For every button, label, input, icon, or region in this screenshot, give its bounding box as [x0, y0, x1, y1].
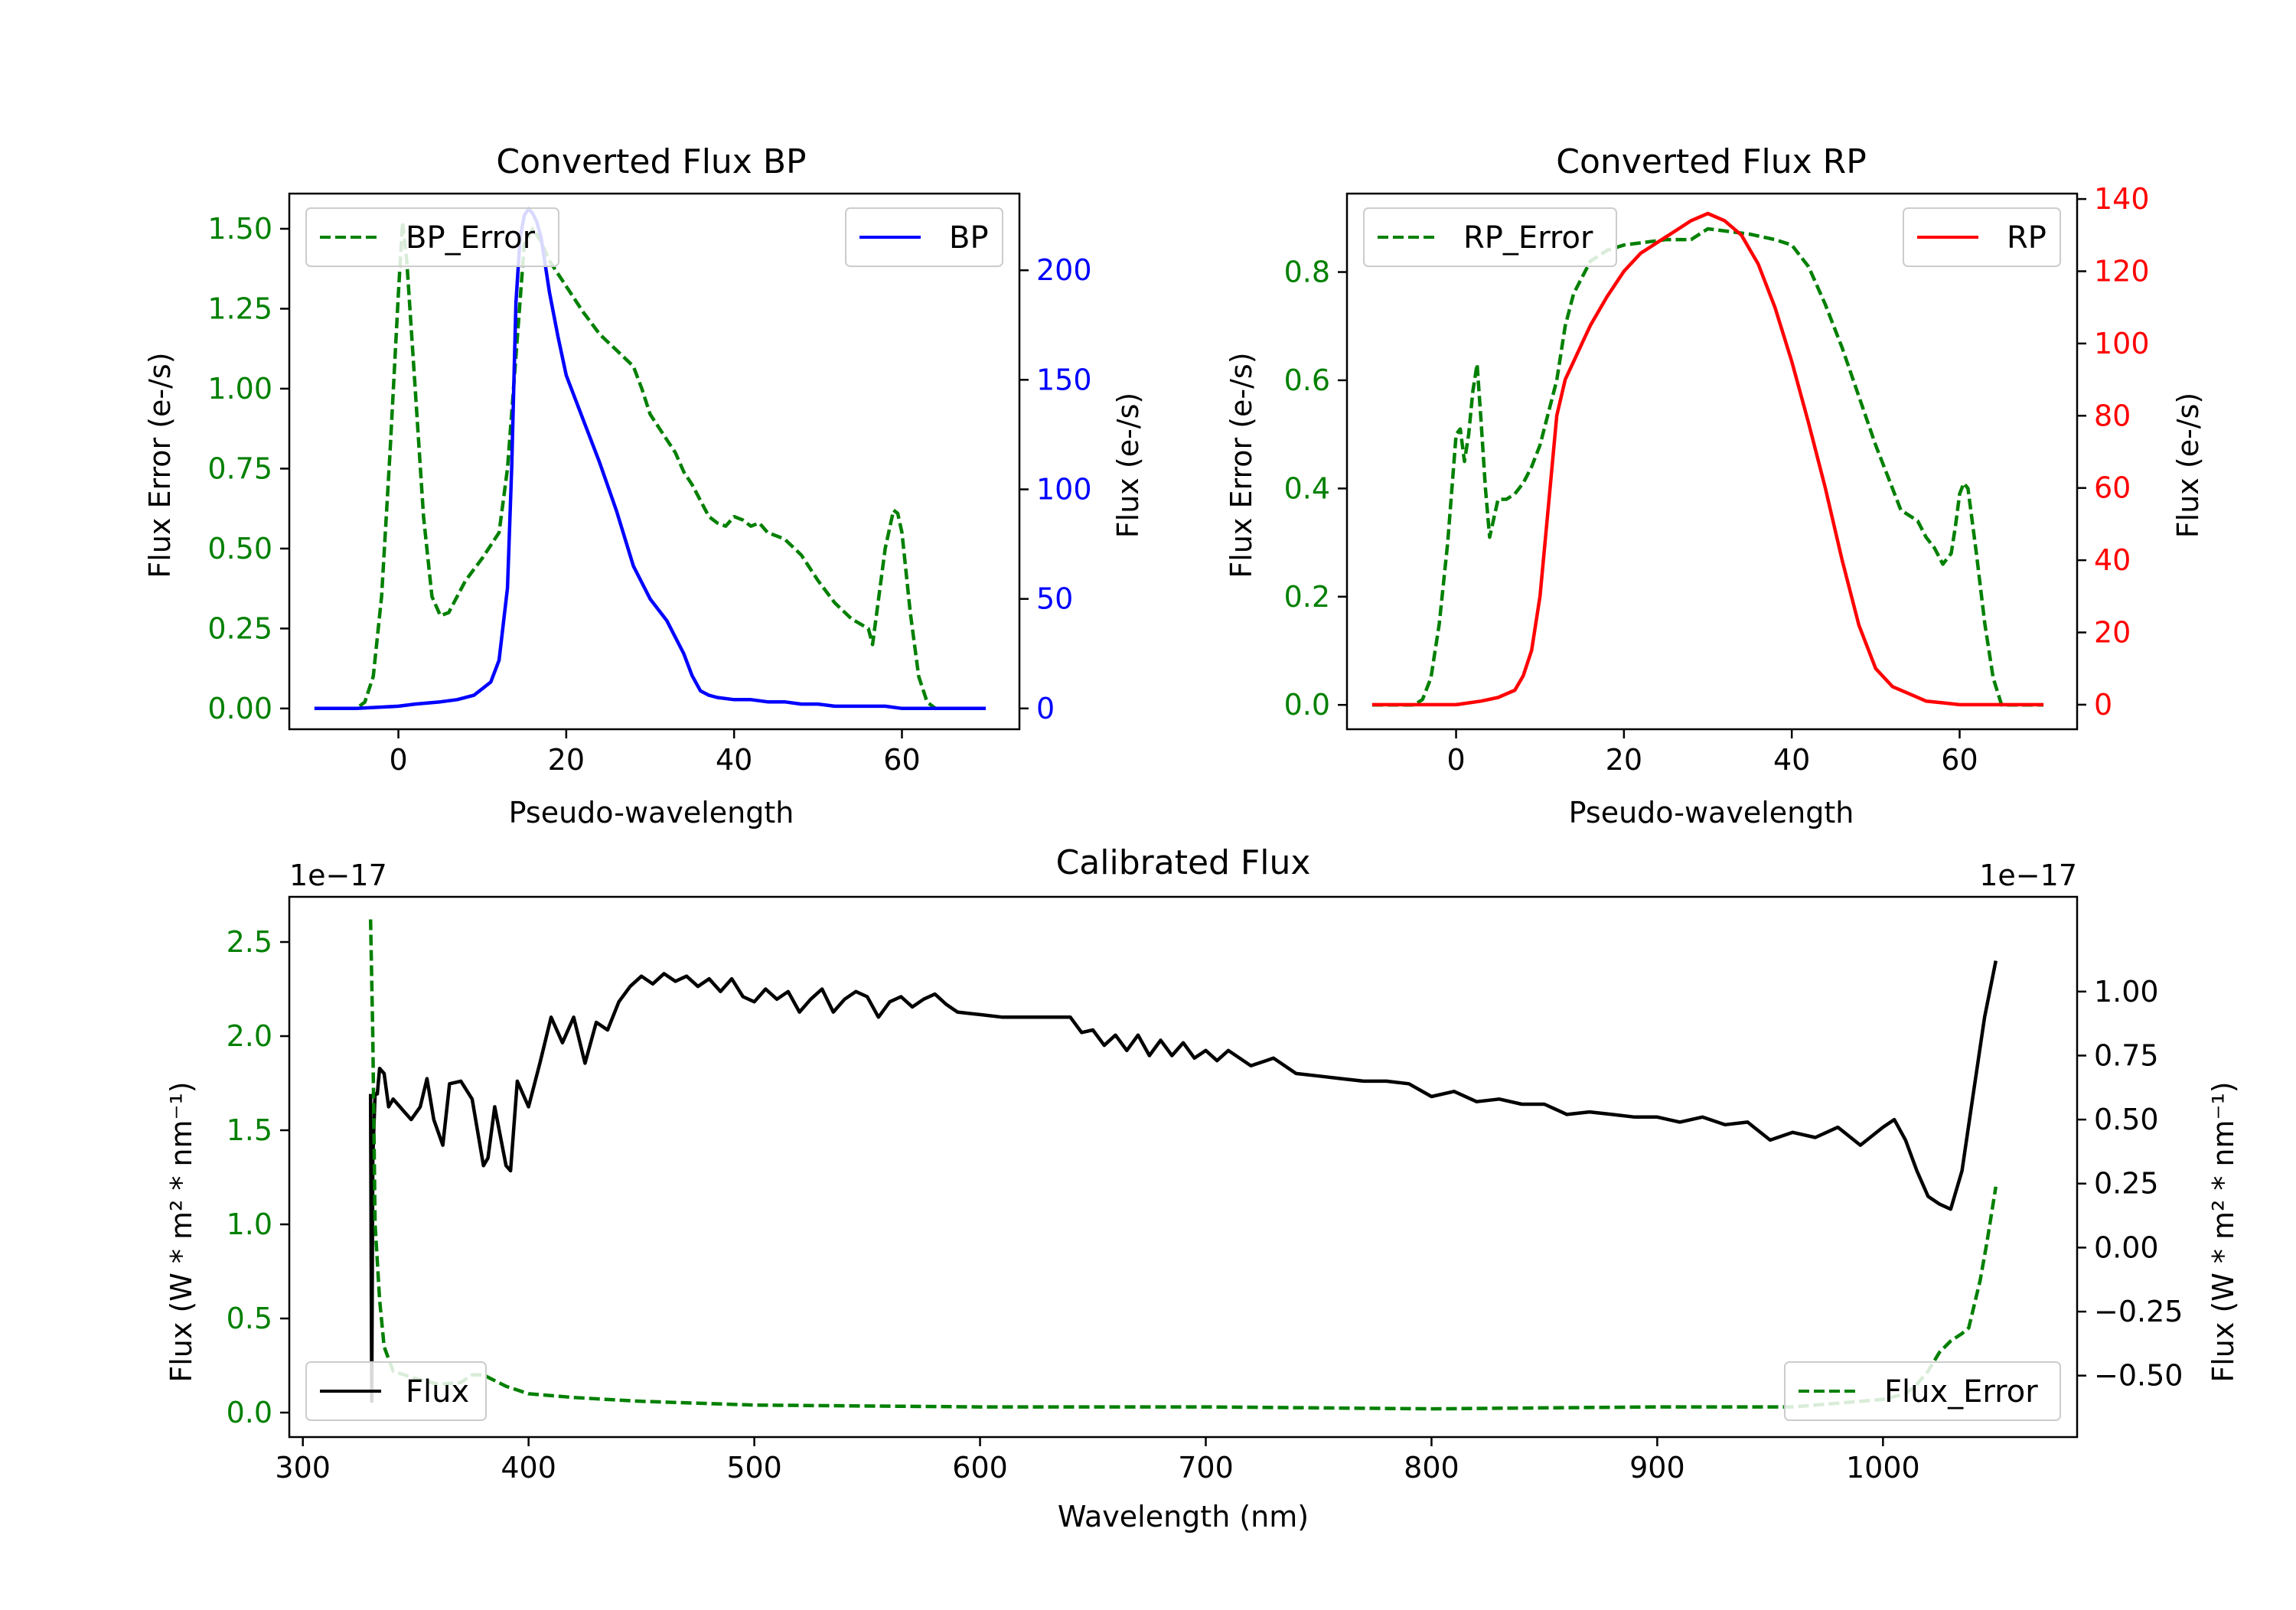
rp-legend-error-box — [1363, 207, 1617, 267]
rp-left-y-label: Flux Error (e-/s) — [1225, 352, 1258, 578]
calibrated-x-tick-label: 500 — [726, 1451, 782, 1485]
rp-left-y-tick-label: 0.4 — [1284, 471, 1330, 505]
calibrated-panel: Calibrated Flux Wavelength (nm) Flux (W … — [165, 843, 2240, 1533]
rp-left-y-tick-label: 0.8 — [1284, 256, 1330, 289]
bp-right-y-tick-label: 0 — [1036, 692, 1055, 725]
bp-axes-frame — [288, 192, 1021, 731]
rp-panel: Converted Flux RP Pseudo-wavelength Flux… — [1225, 142, 2205, 829]
rp-title: Converted Flux RP — [1556, 142, 1867, 181]
bp-x-tick-label: 60 — [883, 743, 920, 777]
rp-axes-frame — [1345, 192, 2079, 731]
rp-legend-flux: RP — [1903, 207, 2061, 267]
calibrated-left-y-tick-label: 2.5 — [227, 925, 272, 959]
calibrated-right-y-tick-label: 1.00 — [2094, 975, 2159, 1009]
bp-x-tick-label: 40 — [716, 743, 752, 777]
bp-legend-flux-label: BP — [949, 220, 989, 256]
bp-left-y-tick-label: 0.50 — [207, 532, 272, 565]
bp-legend-error-box — [305, 207, 559, 267]
calibrated-right-y-tick-label: 0.50 — [2094, 1103, 2159, 1136]
rp-series-rp-error-line — [1371, 227, 2044, 707]
bp-right-y-tick-label: 50 — [1036, 582, 1073, 616]
calibrated-left-y-label: Flux (W * m² * nm⁻¹) — [165, 1081, 198, 1382]
calibrated-left-offset-text: 1e−17 — [289, 859, 387, 892]
bp-right-y-tick-label: 100 — [1036, 473, 1092, 507]
rp-right-y-tick-label: 60 — [2094, 471, 2131, 505]
rp-legend-error: RP_Error — [1363, 207, 1617, 267]
bp-legend-flux: BP — [845, 207, 1003, 267]
calibrated-series-flux-line — [368, 960, 1998, 1403]
rp-x-label: Pseudo-wavelength — [1569, 796, 1854, 829]
rp-legend-error-label: RP_Error — [1463, 220, 1593, 256]
calibrated-x-tick-label: 800 — [1404, 1451, 1459, 1485]
calibrated-x-tick-label: 400 — [501, 1451, 556, 1485]
calibrated-right-y-label: Flux (W * m² * nm⁻¹) — [2206, 1081, 2240, 1382]
calibrated-right-y-tick-label: 0.00 — [2094, 1230, 2159, 1264]
bp-right-y-tick-label: 150 — [1036, 363, 1092, 396]
calibrated-x-tick-label: 700 — [1178, 1451, 1234, 1485]
calibrated-x-tick-label: 900 — [1629, 1451, 1685, 1485]
calibrated-legend-flux-box — [305, 1361, 487, 1421]
bp-legend-flux-box — [845, 207, 1003, 267]
bp-series-bp-line — [314, 207, 987, 711]
calibrated-legend-error: Flux_Error — [1784, 1361, 2061, 1421]
calibrated-right-y-tick-label: 0.75 — [2094, 1038, 2159, 1072]
calibrated-right-y-tick-label: −0.25 — [2094, 1295, 2183, 1328]
calibrated-right-offset-text: 1e−17 — [1979, 859, 2077, 892]
rp-right-y-label: Flux (e-/s) — [2171, 393, 2205, 538]
bp-left-y-tick-label: 1.25 — [207, 292, 272, 325]
bp-legend-error-label: BP_Error — [406, 220, 536, 256]
rp-right-y-tick-label: 20 — [2094, 615, 2131, 649]
rp-series-rp-line — [1371, 211, 2044, 707]
rp-left-y-tick-label: 0.2 — [1284, 580, 1330, 614]
bp-title: Converted Flux BP — [496, 142, 806, 181]
calibrated-left-y-tick-label: 2.0 — [227, 1019, 272, 1053]
rp-legend-flux-box — [1903, 207, 2061, 267]
rp-x-tick-label: 0 — [1446, 743, 1465, 777]
bp-series-bp-error-line — [314, 220, 987, 711]
rp-legend-flux-label: RP — [2007, 220, 2047, 256]
calibrated-x-tick-label: 600 — [952, 1451, 1008, 1485]
bp-x-tick-label: 20 — [548, 743, 585, 777]
rp-right-y-tick-label: 140 — [2094, 182, 2150, 216]
rp-right-y-tick-label: 0 — [2094, 688, 2112, 722]
rp-x-tick-label: 40 — [1773, 743, 1810, 777]
calibrated-title: Calibrated Flux — [1056, 843, 1311, 882]
rp-right-y-tick-label: 100 — [2094, 327, 2150, 360]
calibrated-x-label: Wavelength (nm) — [1058, 1500, 1309, 1533]
bp-right-y-tick-label: 200 — [1036, 253, 1092, 287]
rp-left-y-tick-label: 0.0 — [1284, 688, 1330, 722]
calibrated-right-y-tick-label: 0.25 — [2094, 1167, 2159, 1201]
calibrated-left-y-tick-label: 0.5 — [227, 1302, 272, 1335]
bp-panel: Converted Flux BP Pseudo-wavelength Flux… — [143, 142, 1145, 829]
calibrated-right-y-tick-label: −0.50 — [2094, 1359, 2183, 1393]
bp-x-label: Pseudo-wavelength — [509, 796, 794, 829]
calibrated-legend-error-label: Flux_Error — [1884, 1374, 2038, 1410]
calibrated-x-tick-label: 300 — [275, 1451, 331, 1485]
bp-left-y-tick-label: 0.00 — [207, 692, 272, 725]
bp-legend-error: BP_Error — [305, 207, 559, 267]
rp-x-tick-label: 20 — [1606, 743, 1642, 777]
calibrated-x-tick-label: 1000 — [1846, 1451, 1920, 1485]
calibrated-legend-flux-label: Flux — [406, 1374, 469, 1410]
bp-left-y-tick-label: 0.75 — [207, 451, 272, 485]
calibrated-legend-error-box — [1784, 1361, 2061, 1421]
rp-right-y-tick-label: 80 — [2094, 399, 2131, 432]
calibrated-left-y-tick-label: 1.5 — [227, 1113, 272, 1147]
bp-left-y-tick-label: 0.25 — [207, 611, 272, 645]
bp-left-y-tick-label: 1.00 — [207, 372, 272, 406]
calibrated-left-y-tick-label: 0.0 — [227, 1396, 272, 1429]
calibrated-legend-flux: Flux — [305, 1361, 487, 1421]
bp-left-y-label: Flux Error (e-/s) — [143, 352, 177, 578]
rp-x-tick-label: 60 — [1941, 743, 1978, 777]
bp-right-y-label: Flux (e-/s) — [1111, 393, 1145, 538]
rp-right-y-tick-label: 40 — [2094, 543, 2131, 577]
bp-x-tick-label: 0 — [389, 743, 407, 777]
rp-right-y-tick-label: 120 — [2094, 254, 2150, 288]
bp-left-y-tick-label: 1.50 — [207, 212, 272, 246]
calibrated-left-y-tick-label: 1.0 — [227, 1208, 272, 1241]
calibrated-axes-frame — [288, 895, 2079, 1439]
rp-left-y-tick-label: 0.6 — [1284, 363, 1330, 397]
